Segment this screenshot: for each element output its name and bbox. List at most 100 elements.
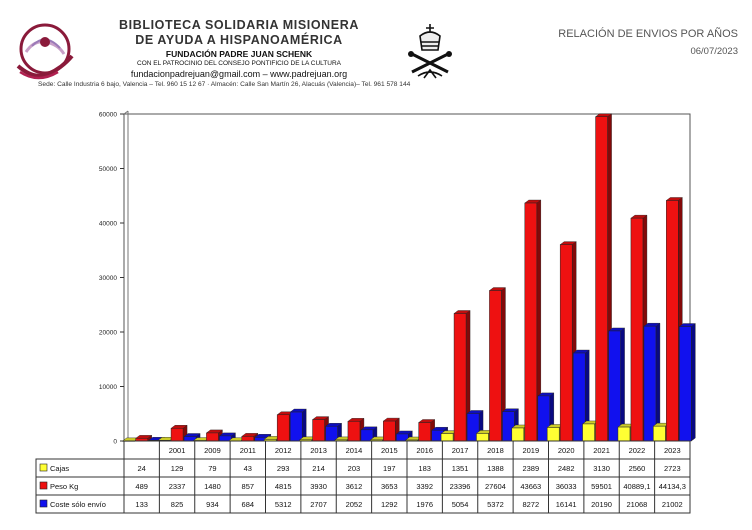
- foundation-logo: [16, 23, 74, 80]
- data-label: 3653: [381, 482, 398, 491]
- data-label: 203: [348, 464, 361, 473]
- bar-peso-kg: [453, 313, 467, 442]
- bar-peso-kg: [347, 421, 361, 442]
- data-label: 1976: [416, 500, 433, 509]
- legend-swatch: [39, 463, 48, 472]
- data-label: 3392: [416, 482, 433, 491]
- data-label: 27604: [485, 482, 506, 491]
- bar-peso-kg: [630, 217, 644, 442]
- data-label: 5054: [452, 500, 469, 509]
- bar-peso-kg: [206, 432, 219, 442]
- foundation-name: FUNDACIÓN PADRE JUAN SCHENK: [165, 49, 313, 59]
- data-label: 3612: [346, 482, 363, 491]
- category-label: 2018: [487, 446, 504, 455]
- bar-peso-kg: [276, 414, 290, 442]
- bar-peso-kg: [595, 116, 608, 442]
- data-label: 3930: [310, 482, 327, 491]
- data-label: 59501: [591, 482, 612, 491]
- data-label: 36033: [556, 482, 577, 491]
- report-title: RELACIÓN DE ENVIOS POR AÑOS: [558, 28, 738, 40]
- bar-peso-kg: [383, 420, 396, 442]
- data-label: 2560: [629, 464, 646, 473]
- data-label: 2723: [664, 464, 681, 473]
- y-tick-label: 20000: [99, 330, 117, 337]
- category-label: 2019: [522, 446, 539, 455]
- category-label: 2023: [664, 446, 681, 455]
- data-label: 133: [135, 500, 148, 509]
- data-label: 20190: [591, 500, 612, 509]
- bar-peso-kg: [524, 202, 538, 442]
- data-label: 44134,3: [659, 482, 686, 491]
- bar-cajas: [653, 425, 666, 442]
- data-label: 2482: [558, 464, 575, 473]
- data-label: 1388: [487, 464, 504, 473]
- bar-coste-s-lo-env-o: [325, 425, 338, 442]
- bar-cajas: [546, 427, 560, 442]
- y-tick-label: 60000: [99, 112, 117, 119]
- bar-cajas: [440, 433, 454, 442]
- data-label: 1480: [204, 482, 221, 491]
- bar-peso-kg: [489, 290, 502, 442]
- data-label: 684: [242, 500, 255, 509]
- bar-coste-s-lo-env-o: [608, 330, 621, 442]
- data-label: 5312: [275, 500, 292, 509]
- category-label: 2020: [558, 446, 575, 455]
- data-label: 21002: [662, 500, 683, 509]
- bar-side: [691, 323, 696, 442]
- bar-coste-s-lo-env-o: [643, 325, 657, 442]
- bar-peso-kg: [666, 200, 679, 442]
- y-tick-label: 40000: [99, 221, 117, 228]
- data-label: 4815: [275, 482, 292, 491]
- bar-cajas: [476, 433, 489, 442]
- data-label: 79: [208, 464, 216, 473]
- contact-text: fundacionpadrejuan@gmail.com – www.padre…: [130, 69, 348, 79]
- data-label: 2707: [310, 500, 327, 509]
- data-label: 293: [277, 464, 290, 473]
- data-label: 1351: [452, 464, 469, 473]
- category-label: 2014: [346, 446, 363, 455]
- data-label: 934: [206, 500, 219, 509]
- category-label: 2001: [169, 446, 186, 455]
- data-label: 43: [244, 464, 252, 473]
- address-text: Sede: Calle Industria 6 bajo, Valencia –…: [38, 81, 411, 88]
- plot-depth-edge: [123, 110, 129, 115]
- bar-cajas: [617, 426, 631, 442]
- data-label: 5372: [487, 500, 504, 509]
- y-tick-label: 50000: [99, 166, 117, 173]
- legend-swatch: [39, 481, 48, 490]
- category-label: 2011: [240, 446, 256, 455]
- legend-label: Cajas: [50, 464, 69, 473]
- data-label: 183: [418, 464, 431, 473]
- data-label: 214: [312, 464, 325, 473]
- data-label: 1292: [381, 500, 398, 509]
- data-label: 8272: [522, 500, 539, 509]
- category-label: 2009: [204, 446, 221, 455]
- category-label: 2015: [381, 446, 398, 455]
- data-label: 2389: [522, 464, 539, 473]
- data-label: 2052: [346, 500, 363, 509]
- bar-peso-kg: [559, 244, 573, 442]
- data-label: 2337: [169, 482, 186, 491]
- org-name-line2: DE AYUDA A HISPANOAMÉRICA: [135, 33, 343, 47]
- bar-coste-s-lo-env-o: [289, 411, 303, 442]
- bar-cajas: [582, 423, 595, 442]
- category-label: 2017: [452, 446, 469, 455]
- category-label: 2022: [629, 446, 646, 455]
- org-name-line1: BIBLIOTECA SOLIDARIA MISIONERA: [119, 18, 359, 32]
- data-label: 489: [135, 482, 148, 491]
- bar-cajas: [511, 427, 525, 442]
- data-label: 3130: [593, 464, 610, 473]
- data-label: 40889,1: [623, 482, 650, 491]
- data-label: 825: [171, 500, 184, 509]
- legend-label: Peso Kg: [50, 482, 78, 491]
- y-tick-label: 0: [113, 439, 117, 446]
- data-label: 129: [171, 464, 184, 473]
- bar-coste-s-lo-env-o: [679, 326, 692, 442]
- bar-peso-kg: [312, 419, 325, 442]
- y-tick-label: 10000: [99, 384, 117, 391]
- data-label: 23396: [450, 482, 471, 491]
- report-date: 06/07/2023: [690, 46, 738, 57]
- data-label: 21068: [627, 500, 648, 509]
- legend-swatch: [39, 499, 48, 508]
